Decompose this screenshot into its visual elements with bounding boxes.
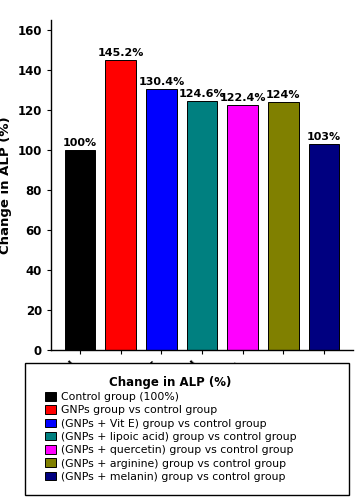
Bar [187,101,217,350]
Bar [65,150,95,350]
Bar [106,60,136,350]
FancyBboxPatch shape [25,362,349,495]
Text: 145.2%: 145.2% [98,48,144,58]
Bar [309,144,339,350]
Text: 103%: 103% [307,132,341,142]
Text: 122.4%: 122.4% [219,93,266,103]
Y-axis label: Change in ALP (%): Change in ALP (%) [0,116,12,254]
Text: 130.4%: 130.4% [138,77,185,87]
Text: 124.6%: 124.6% [179,89,225,99]
Bar [228,105,258,350]
Text: 100%: 100% [63,138,97,148]
Bar [268,102,298,350]
Bar [146,89,177,350]
Legend: Control group (100%), GNPs group vs control group, (GNPs + Vit E) group vs contr: Control group (100%), GNPs group vs cont… [41,372,301,486]
Text: 124%: 124% [266,90,301,100]
